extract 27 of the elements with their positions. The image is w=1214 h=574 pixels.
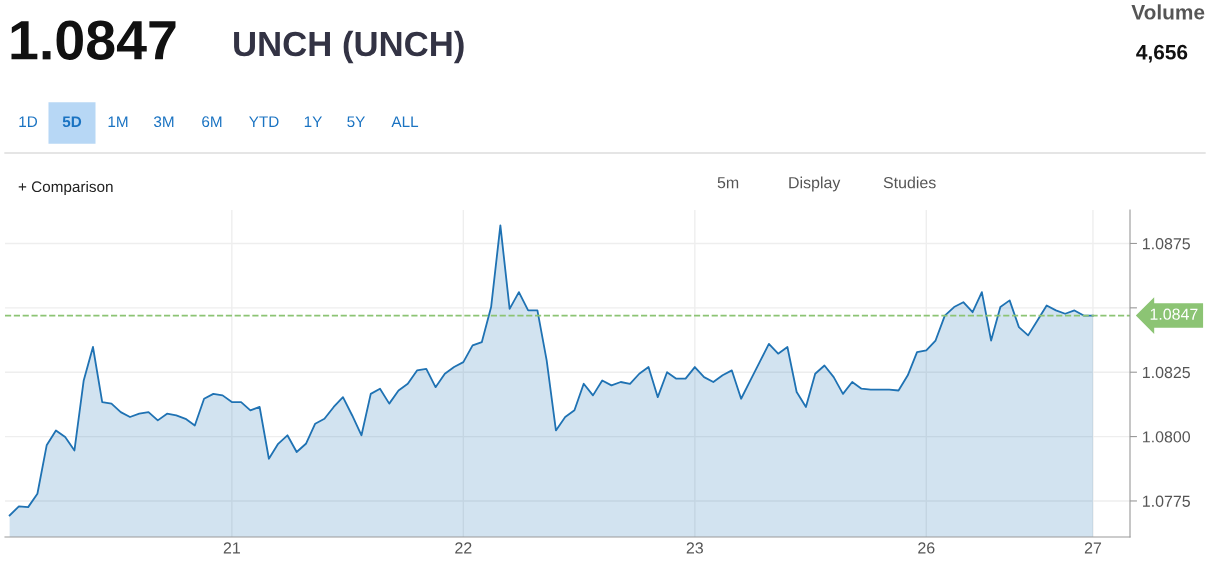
x-tick-label: 26: [918, 542, 935, 554]
text: 3M: [153, 116, 174, 128]
x-tick-label: 23: [686, 542, 703, 554]
text: 4,656: [1136, 44, 1188, 63]
y-tick-label: 1.0775: [1143, 495, 1190, 507]
ref-line-label: 1.0847: [1150, 308, 1198, 320]
y-tick-label: 1.0825: [1143, 366, 1190, 379]
text: + Comparison: [18, 180, 113, 196]
chart-title: 1.0847: [11, 20, 176, 60]
text: Studies: [883, 176, 936, 189]
x-tick-label: 21: [223, 542, 240, 554]
y-tick-label: 1.0800: [1143, 431, 1191, 443]
x-tick-label: 27: [1084, 542, 1102, 554]
text: 5D: [62, 116, 82, 128]
text: 1M: [108, 116, 128, 127]
text: 5Y: [347, 116, 366, 128]
chart-subtitle: UNCH (UNCH): [234, 30, 464, 64]
text: 1Y: [304, 116, 323, 127]
text: ALL: [391, 116, 419, 127]
text: 1D: [19, 116, 38, 127]
text: 5m: [717, 177, 739, 189]
text: Volume: [1131, 4, 1205, 20]
x-tick-label: 22: [455, 542, 472, 554]
text: YTD: [249, 116, 279, 127]
y-tick-label: 1.0875: [1143, 238, 1190, 250]
text: Display: [789, 176, 841, 192]
text: 6M: [202, 116, 222, 128]
